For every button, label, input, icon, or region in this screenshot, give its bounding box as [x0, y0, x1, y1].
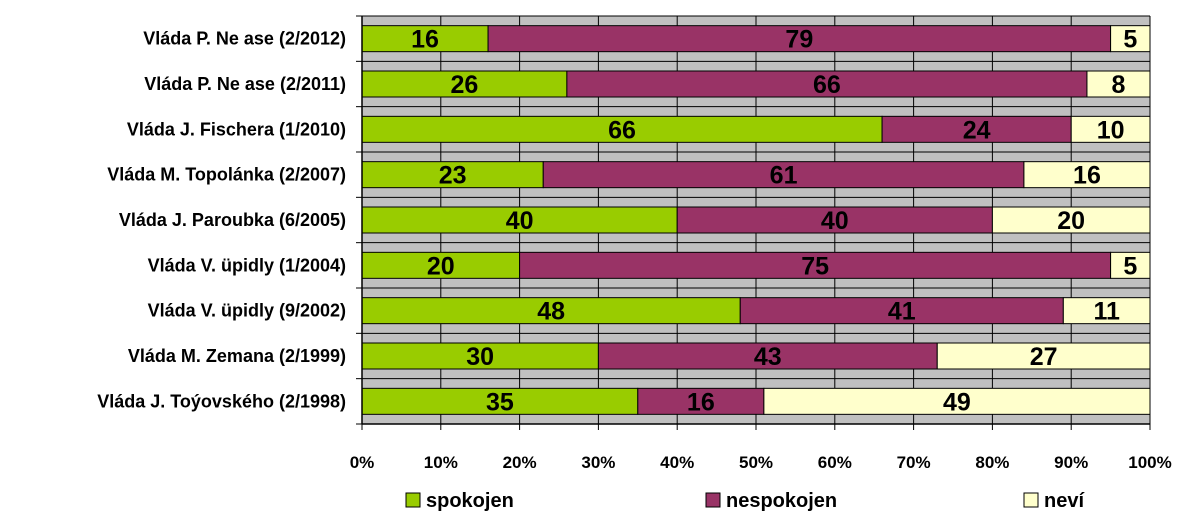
legend-label: spokojen: [426, 490, 514, 512]
data-label: 49: [943, 388, 971, 416]
category-label: Vláda V. üpidly (9/2002): [148, 301, 346, 321]
data-label: 16: [411, 26, 439, 54]
bar-segment-nespokojen: [637, 387, 765, 415]
data-label: 5: [1123, 252, 1137, 280]
data-label: 43: [754, 343, 782, 371]
bar-segment-spokojen: [361, 206, 678, 234]
legend-swatch-neví: [1023, 492, 1039, 508]
category-labels: Vláda P. Ne ase (2/2012) Vláda P. Ne ase …: [97, 29, 346, 412]
bar-segment-nespokojen: [487, 25, 1112, 53]
bar-segment-neví: [1023, 161, 1151, 189]
bar-segment-neví: [1110, 25, 1151, 53]
category-label: Vláda V. üpidly (1/2004): [148, 255, 346, 275]
bar-segment-spokojen: [361, 342, 599, 370]
data-label: 8: [1112, 71, 1126, 99]
data-label: 10: [1097, 116, 1125, 144]
data-label: 23: [439, 162, 467, 190]
legend-swatch-nespokojen: [705, 492, 721, 508]
data-label: 48: [537, 298, 565, 326]
data-label: 26: [451, 71, 479, 99]
x-tick-label: 30%: [581, 453, 615, 472]
x-tick-label: 70%: [897, 453, 931, 472]
data-label: 30: [466, 343, 494, 371]
data-label: 79: [785, 26, 813, 54]
bar-segment-spokojen: [361, 25, 489, 53]
x-tick-label: 50%: [739, 453, 773, 472]
bar-segment-nespokojen: [739, 297, 1064, 325]
data-label: 40: [506, 207, 534, 235]
bar-segment-neví: [936, 342, 1151, 370]
bar-segment-neví: [991, 206, 1151, 234]
data-label: 40: [821, 207, 849, 235]
category-label: Vláda J. Toýovského (2/1998): [97, 391, 346, 411]
x-tick-label: 60%: [818, 453, 852, 472]
bars: 16 79 5 26 66 8 66 24 10 23 61 16 40 40 20 20 75 5 48 41 11 3…: [361, 25, 1151, 416]
data-label: 11: [1093, 298, 1120, 326]
x-tick-label: 100%: [1128, 453, 1171, 472]
category-label: Vláda M. Zemana (2/1999): [128, 346, 346, 366]
legend-label: nespokojen: [726, 490, 837, 512]
bar-segment-spokojen: [361, 297, 741, 325]
bar-segment-nespokojen: [542, 161, 1025, 189]
category-label: Vláda J. Fischera (1/2010): [127, 119, 346, 139]
bar-segment-neví: [1110, 251, 1151, 279]
data-label: 35: [486, 388, 514, 416]
data-label: 27: [1030, 343, 1058, 371]
x-tick-label: 90%: [1054, 453, 1088, 472]
data-label: 20: [1057, 207, 1085, 235]
bar-segment-nespokojen: [519, 251, 1112, 279]
legend: spokojen nespokojen neví: [405, 490, 1085, 512]
data-label: 24: [963, 116, 991, 144]
bar-segment-nespokojen: [597, 342, 938, 370]
bar-segment-spokojen: [361, 115, 883, 143]
x-tick-label: 10%: [424, 453, 458, 472]
legend-label: neví: [1044, 490, 1085, 512]
bar-segment-nespokojen: [676, 206, 993, 234]
data-label: 5: [1123, 26, 1137, 54]
category-label: Vláda P. Ne ase (2/2011): [144, 74, 346, 94]
bar-segment-neví: [1062, 297, 1151, 325]
data-label: 16: [1073, 162, 1101, 190]
bar-segment-spokojen: [361, 161, 544, 189]
data-label: 41: [888, 298, 916, 326]
data-label: 16: [687, 388, 715, 416]
bar-segment-neví: [1086, 70, 1151, 98]
data-label: 61: [770, 162, 798, 190]
bar-segment-spokojen: [361, 251, 521, 279]
x-tick-label: 20%: [503, 453, 537, 472]
bar-segment-spokojen: [361, 70, 568, 98]
x-tick-label: 40%: [660, 453, 694, 472]
data-label: 75: [801, 252, 829, 280]
bar-segment-neví: [763, 387, 1151, 415]
category-label: Vláda P. Ne ase (2/2012): [143, 29, 346, 49]
category-label: Vláda J. Paroubka (6/2005): [119, 210, 346, 230]
data-label: 66: [813, 71, 841, 99]
legend-swatch-spokojen: [405, 492, 421, 508]
x-tick-label: 80%: [975, 453, 1009, 472]
data-label: 66: [608, 116, 636, 144]
bar-segment-nespokojen: [881, 115, 1072, 143]
category-label: Vláda M. Topolánka (2/2007): [107, 165, 346, 185]
bar-segment-neví: [1070, 115, 1151, 143]
x-axis: 0% 10% 20% 30% 40% 50% 60% 70% 80% 90% 100%: [350, 15, 1172, 472]
x-tick-label: 0%: [350, 453, 375, 472]
data-label: 20: [427, 252, 455, 280]
